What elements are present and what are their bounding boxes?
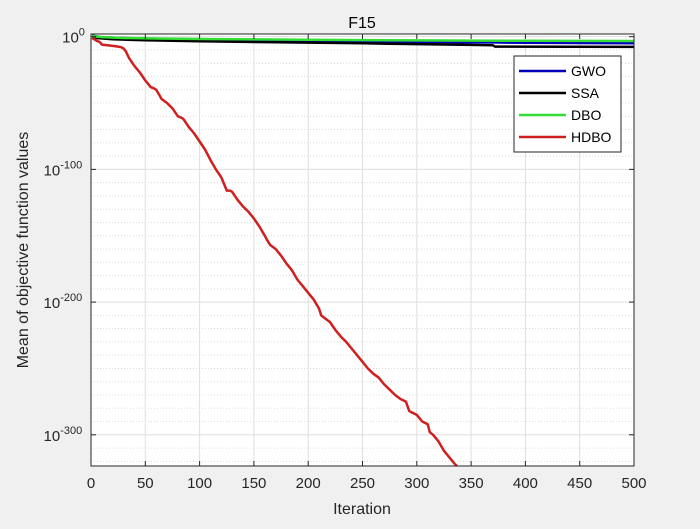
x-tick-label: 50 bbox=[137, 475, 154, 492]
series-line-dbo bbox=[91, 34, 635, 43]
x-tick-label: 100 bbox=[187, 475, 212, 492]
y-axis-label: Mean of objective function values bbox=[15, 132, 32, 369]
y-tick-label-base: 10 bbox=[44, 428, 61, 445]
x-tick-label: 0 bbox=[87, 475, 95, 492]
y-tick-label-exponent: -200 bbox=[60, 292, 82, 304]
legend: GWO SSA DBO HDBO bbox=[513, 55, 622, 153]
y-tick-label-exponent: -100 bbox=[60, 159, 82, 171]
y-tick-label-base: 10 bbox=[44, 295, 61, 312]
legend-label-hdbo: HDBO bbox=[571, 129, 612, 145]
x-axis-label: Iteration bbox=[333, 501, 391, 518]
x-tick-label: 450 bbox=[567, 475, 592, 492]
x-tick-label: 350 bbox=[459, 475, 484, 492]
x-tick-label: 300 bbox=[404, 475, 429, 492]
axis-ticks bbox=[90, 34, 635, 466]
series-layer bbox=[91, 34, 635, 467]
x-tick-label: 250 bbox=[350, 475, 375, 492]
y-tick-label-base: 10 bbox=[44, 162, 61, 179]
chart-title: F15 bbox=[348, 15, 376, 32]
series-line-ssa bbox=[91, 35, 635, 49]
y-tick-label-base: 10 bbox=[62, 30, 79, 47]
series-line-hdbo bbox=[91, 36, 458, 467]
legend-label-dbo: DBO bbox=[571, 107, 601, 123]
x-tick-label: 150 bbox=[241, 475, 266, 492]
legend-label-ssa: SSA bbox=[571, 85, 600, 101]
y-tick-label-exponent: -300 bbox=[60, 425, 82, 437]
y-tick-label-exponent: 0 bbox=[79, 27, 85, 39]
x-tick-label: 400 bbox=[513, 475, 538, 492]
x-tick-label: 500 bbox=[621, 475, 646, 492]
x-tick-label: 200 bbox=[296, 475, 321, 492]
x-tick-labels: 0 50 100 150 200 250 300 350 400 450 500 bbox=[87, 475, 647, 492]
legend-label-gwo: GWO bbox=[571, 63, 606, 79]
minor-grid bbox=[91, 49, 634, 462]
